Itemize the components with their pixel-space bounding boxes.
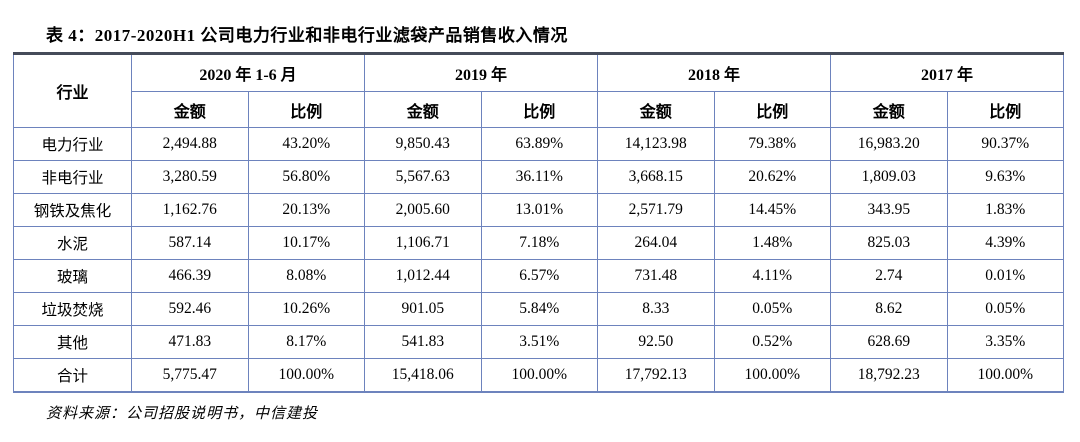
row-label: 合计 — [13, 358, 132, 393]
table-cell: 2,494.88 — [131, 127, 249, 161]
table-cell: 592.46 — [131, 292, 249, 326]
table-cell: 63.89% — [480, 127, 598, 161]
column-header-2017: 2017 年 — [830, 53, 1064, 92]
table-header-sub-row: 金额 比例 金额 比例 金额 比例 金额 比例 — [14, 91, 1064, 128]
table-cell: 14,123.98 — [597, 127, 715, 161]
table-cell: 13.01% — [480, 193, 598, 227]
column-header-amount-2019: 金额 — [364, 91, 482, 128]
table-cell: 8.33 — [597, 292, 715, 326]
table-cell: 3,280.59 — [131, 160, 249, 194]
table-cell: 3.51% — [480, 325, 598, 359]
table-cell: 56.80% — [247, 160, 365, 194]
table-cell: 14.45% — [713, 193, 831, 227]
table-cell: 9.63% — [946, 160, 1064, 194]
table-cell: 8.17% — [247, 325, 365, 359]
column-header-amount-2020h1: 金额 — [131, 91, 249, 128]
column-header-industry: 行业 — [13, 53, 132, 128]
table-cell: 10.26% — [247, 292, 365, 326]
table-cell: 8.08% — [247, 259, 365, 293]
table-cell: 264.04 — [597, 226, 715, 260]
table-cell: 587.14 — [131, 226, 249, 260]
table-cell: 901.05 — [364, 292, 482, 326]
row-label: 垃圾焚烧 — [13, 292, 132, 326]
table-cell: 9,850.43 — [364, 127, 482, 161]
table-cell: 731.48 — [597, 259, 715, 293]
table-cell: 0.05% — [946, 292, 1064, 326]
table-cell: 471.83 — [131, 325, 249, 359]
table-cell: 1.83% — [946, 193, 1064, 227]
column-header-ratio-2019: 比例 — [480, 91, 598, 128]
table-cell: 0.05% — [713, 292, 831, 326]
table-cell: 0.52% — [713, 325, 831, 359]
table-title: 表 4：2017-2020H1 公司电力行业和非电行业滤袋产品销售收入情况 — [46, 26, 568, 45]
table-cell: 1,106.71 — [364, 226, 482, 260]
column-header-ratio-2017: 比例 — [946, 91, 1064, 128]
table-cell: 3.35% — [946, 325, 1064, 359]
table-cell: 36.11% — [480, 160, 598, 194]
table-cell: 0.01% — [946, 259, 1064, 293]
table-cell: 2,005.60 — [364, 193, 482, 227]
table-cell: 100.00% — [713, 358, 831, 393]
table-cell: 466.39 — [131, 259, 249, 293]
table-cell: 43.20% — [247, 127, 365, 161]
table-cell: 343.95 — [830, 193, 948, 227]
table-cell: 10.17% — [247, 226, 365, 260]
table-cell: 1,809.03 — [830, 160, 948, 194]
table-cell: 1.48% — [713, 226, 831, 260]
row-label: 钢铁及焦化 — [13, 193, 132, 227]
table-cell: 17,792.13 — [597, 358, 715, 393]
table-cell: 100.00% — [247, 358, 365, 393]
row-label: 玻璃 — [13, 259, 132, 293]
table-cell: 5,567.63 — [364, 160, 482, 194]
table-row-non-power-industry: 非电行业 3,280.59 56.80% 5,567.63 36.11% 3,6… — [13, 160, 1064, 194]
table-cell: 1,162.76 — [131, 193, 249, 227]
table-cell: 825.03 — [830, 226, 948, 260]
column-header-2019: 2019 年 — [364, 53, 598, 92]
table-cell: 6.57% — [480, 259, 598, 293]
table-cell: 92.50 — [597, 325, 715, 359]
table-cell: 4.11% — [713, 259, 831, 293]
column-header-2020h1: 2020 年 1-6 月 — [131, 53, 365, 92]
column-header-ratio-2020h1: 比例 — [247, 91, 365, 128]
column-header-2018: 2018 年 — [597, 53, 831, 92]
table-cell: 20.13% — [247, 193, 365, 227]
source-note: 资料来源：公司招股说明书，中信建投 — [46, 406, 319, 422]
table-cell: 90.37% — [946, 127, 1064, 161]
row-label: 水泥 — [13, 226, 132, 260]
table-cell: 100.00% — [480, 358, 598, 393]
table-row-total: 合计 5,775.47 100.00% 15,418.06 100.00% 17… — [13, 358, 1064, 393]
table-cell: 100.00% — [946, 358, 1064, 393]
row-label: 非电行业 — [13, 160, 132, 194]
column-header-amount-2017: 金额 — [830, 91, 948, 128]
table-header-year-row: 行业 2020 年 1-6 月 2019 年 2018 年 2017 年 — [13, 53, 1064, 128]
column-header-ratio-2018: 比例 — [713, 91, 831, 128]
table-row-others: 其他 471.83 8.17% 541.83 3.51% 92.50 0.52%… — [13, 325, 1064, 359]
filter-bag-sales-revenue-table: 行业 2020 年 1-6 月 2019 年 2018 年 2017 年 金额 … — [13, 52, 1064, 393]
table-row-power-industry: 电力行业 2,494.88 43.20% 9,850.43 63.89% 14,… — [13, 127, 1064, 161]
table-cell: 541.83 — [364, 325, 482, 359]
table-cell: 2.74 — [830, 259, 948, 293]
table-cell: 7.18% — [480, 226, 598, 260]
table-row-glass: 玻璃 466.39 8.08% 1,012.44 6.57% 731.48 4.… — [13, 259, 1064, 293]
row-label: 电力行业 — [13, 127, 132, 161]
table-cell: 18,792.23 — [830, 358, 948, 393]
table-cell: 8.62 — [830, 292, 948, 326]
table-cell: 79.38% — [713, 127, 831, 161]
table-cell: 5,775.47 — [131, 358, 249, 393]
table-cell: 2,571.79 — [597, 193, 715, 227]
row-label: 其他 — [13, 325, 132, 359]
table-row-cement: 水泥 587.14 10.17% 1,106.71 7.18% 264.04 1… — [13, 226, 1064, 260]
table-cell: 16,983.20 — [830, 127, 948, 161]
table-cell: 15,418.06 — [364, 358, 482, 393]
table-cell: 1,012.44 — [364, 259, 482, 293]
table-cell: 5.84% — [480, 292, 598, 326]
table-row-waste-incineration: 垃圾焚烧 592.46 10.26% 901.05 5.84% 8.33 0.0… — [13, 292, 1064, 326]
table-cell: 4.39% — [946, 226, 1064, 260]
table-row-steel-coking: 钢铁及焦化 1,162.76 20.13% 2,005.60 13.01% 2,… — [13, 193, 1064, 227]
table-cell: 3,668.15 — [597, 160, 715, 194]
column-header-amount-2018: 金额 — [597, 91, 715, 128]
table-cell: 20.62% — [713, 160, 831, 194]
table-cell: 628.69 — [830, 325, 948, 359]
